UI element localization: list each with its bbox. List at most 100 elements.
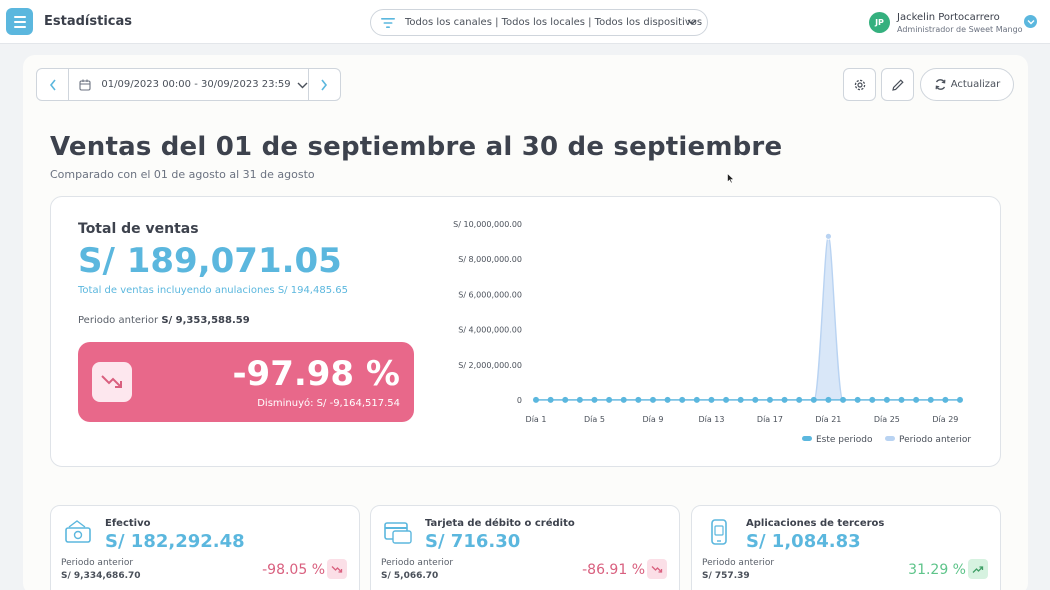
filter-summary: Todos los canales | Todos los locales | … bbox=[405, 17, 703, 28]
previous-period-value: S/ 757.39 bbox=[702, 571, 750, 581]
date-range-dropdown[interactable]: 01/09/2023 00:00 - 30/09/2023 23:59 bbox=[69, 69, 308, 100]
refresh-icon bbox=[935, 79, 946, 90]
data-point-este-periodo bbox=[781, 396, 788, 403]
payment-method-card: Efectivo S/ 182,292.48 Periodo anterior S/ … bbox=[50, 505, 360, 590]
refresh-button[interactable]: Actualizar bbox=[920, 68, 1014, 101]
pencil-icon bbox=[891, 78, 904, 91]
previous-period-label: Periodo anterior bbox=[702, 558, 775, 568]
data-point-este-periodo bbox=[635, 396, 642, 403]
payment-method-name: Aplicaciones de terceros bbox=[746, 518, 885, 529]
settings-button[interactable] bbox=[843, 68, 876, 101]
legend-swatch-este-periodo bbox=[802, 436, 812, 441]
legend-label: Este periodo bbox=[816, 435, 873, 445]
trend-down-icon bbox=[92, 362, 132, 402]
total-sales-label: Total de ventas bbox=[78, 221, 199, 237]
data-point-este-periodo bbox=[737, 396, 744, 403]
legend-label: Periodo anterior bbox=[899, 435, 971, 445]
x-tick-label: Día 25 bbox=[874, 415, 900, 424]
menu-button[interactable] bbox=[6, 8, 33, 35]
mouse-cursor-icon bbox=[727, 173, 735, 184]
payment-method-name: Efectivo bbox=[105, 518, 151, 529]
x-tick-label: Día 1 bbox=[526, 415, 547, 424]
page-title: Estadísticas bbox=[44, 14, 132, 29]
data-point-este-periodo bbox=[840, 396, 847, 403]
y-tick-label: 0 bbox=[517, 396, 522, 405]
payment-method-value: S/ 182,292.48 bbox=[105, 531, 245, 552]
data-point-este-periodo bbox=[854, 396, 861, 403]
data-point-este-periodo bbox=[942, 396, 949, 403]
previous-period-label: Periodo anterior bbox=[61, 558, 134, 568]
payment-change-percentage: -86.91 % bbox=[582, 562, 645, 578]
change-percentage-box: -97.98 % Disminuyó: S/ -9,164,517.54 bbox=[78, 342, 414, 422]
sales-chart: S/ 10,000,000.00 S/ 8,000,000.00 S/ 6,000,… bbox=[453, 220, 971, 445]
cash-icon bbox=[63, 518, 93, 550]
data-point-este-periodo bbox=[591, 396, 598, 403]
x-tick-label: Día 21 bbox=[815, 415, 841, 424]
data-point-periodo-anterior bbox=[825, 232, 832, 240]
total-including-cancellations: Total de ventas incluyendo anulaciones S… bbox=[78, 285, 348, 296]
payment-method-value: S/ 1,084.83 bbox=[746, 531, 861, 552]
data-point-este-periodo bbox=[898, 396, 905, 403]
data-point-este-periodo bbox=[649, 396, 656, 403]
legend-swatch-periodo-anterior bbox=[885, 436, 895, 441]
data-point-este-periodo bbox=[913, 396, 920, 403]
previous-period-value: S/ 9,334,686.70 bbox=[61, 571, 141, 581]
phone-app-icon bbox=[704, 518, 734, 550]
data-point-este-periodo bbox=[796, 396, 803, 403]
comparison-subtitle: Comparado con el 01 de agosto al 31 de a… bbox=[50, 168, 315, 181]
user-role: Administrador de Sweet Mango bbox=[897, 25, 1023, 34]
chevron-down-icon bbox=[297, 82, 308, 88]
user-menu-chevron-icon[interactable] bbox=[1024, 15, 1037, 28]
calendar-icon bbox=[79, 79, 91, 91]
data-point-este-periodo bbox=[766, 396, 773, 403]
payment-change-percentage: -98.05 % bbox=[262, 562, 325, 578]
payment-change-percentage: 31.29 % bbox=[908, 562, 966, 578]
chevron-left-icon bbox=[49, 79, 56, 90]
channel-filter-dropdown[interactable]: Todos los canales | Todos los locales | … bbox=[370, 9, 708, 36]
data-point-este-periodo bbox=[576, 396, 583, 403]
data-point-este-periodo bbox=[664, 396, 671, 403]
trend-down-icon bbox=[327, 559, 347, 579]
data-point-este-periodo bbox=[533, 396, 539, 403]
data-point-este-periodo bbox=[708, 396, 715, 403]
edit-button[interactable] bbox=[881, 68, 914, 101]
refresh-label: Actualizar bbox=[950, 79, 1001, 90]
data-point-este-periodo bbox=[869, 396, 876, 403]
data-point-este-periodo bbox=[679, 396, 686, 403]
data-point-este-periodo bbox=[693, 396, 700, 403]
data-point-este-periodo bbox=[825, 396, 832, 403]
data-point-este-periodo bbox=[927, 396, 934, 403]
next-range-button[interactable] bbox=[307, 69, 340, 100]
top-bar: Estadísticas Todos los canales | Todos l… bbox=[0, 0, 1050, 44]
data-point-este-periodo bbox=[752, 396, 759, 403]
y-tick-label: S/ 4,000,000.00 bbox=[458, 326, 522, 335]
data-point-este-periodo bbox=[723, 396, 730, 403]
data-point-este-periodo bbox=[883, 396, 890, 403]
trend-up-icon bbox=[968, 559, 988, 579]
x-tick-label: Día 17 bbox=[757, 415, 783, 424]
data-point-este-periodo bbox=[620, 396, 627, 403]
date-range-value: 01/09/2023 00:00 - 30/09/2023 23:59 bbox=[101, 79, 291, 90]
total-sales-value: S/ 189,071.05 bbox=[78, 241, 342, 281]
payment-method-value: S/ 716.30 bbox=[425, 531, 521, 552]
gear-icon bbox=[854, 79, 865, 90]
x-tick-label: Día 9 bbox=[643, 415, 664, 424]
report-heading: Ventas del 01 de septiembre al 30 de sep… bbox=[50, 132, 783, 162]
avatar[interactable]: JP bbox=[869, 12, 890, 33]
x-tick-label: Día 13 bbox=[698, 415, 724, 424]
x-tick-label: Día 29 bbox=[932, 415, 958, 424]
data-point-este-periodo bbox=[562, 396, 569, 403]
previous-range-button[interactable] bbox=[37, 69, 70, 100]
filter-icon bbox=[381, 17, 395, 28]
previous-period: Periodo anterior S/ 9,353,588.59 bbox=[78, 315, 250, 326]
data-point-este-periodo bbox=[606, 396, 613, 403]
payment-method-card: Tarjeta de débito o crédito S/ 716.30 Peri… bbox=[370, 505, 680, 590]
data-point-este-periodo bbox=[957, 396, 963, 403]
trend-down-icon bbox=[647, 559, 667, 579]
y-tick-label: S/ 2,000,000.00 bbox=[458, 361, 522, 370]
x-tick-label: Día 5 bbox=[584, 415, 605, 424]
chevron-right-icon bbox=[321, 79, 328, 90]
data-point-este-periodo bbox=[547, 396, 554, 403]
card-icon bbox=[383, 518, 413, 550]
date-range-picker: 01/09/2023 00:00 - 30/09/2023 23:59 bbox=[36, 68, 341, 101]
